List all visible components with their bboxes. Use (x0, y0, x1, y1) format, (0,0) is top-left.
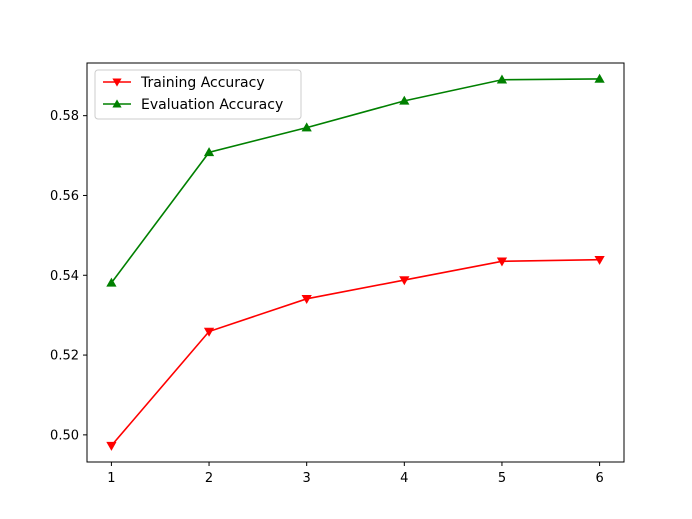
data-point-evaluation-accuracy (301, 122, 312, 132)
data-point-evaluation-accuracy (106, 277, 117, 287)
legend-marker-evaluation-accuracy (112, 99, 122, 108)
plot-frame (86, 62, 625, 463)
x-tick-label: 3 (303, 471, 311, 486)
x-tick-label: 2 (205, 471, 213, 486)
x-tick-label: 6 (595, 471, 603, 486)
x-tick-label: 1 (107, 471, 115, 486)
x-tick-label: 5 (498, 471, 506, 486)
y-tick-label: 0.56 (50, 189, 79, 204)
legend: Training Accuracy Evaluation Accuracy (94, 69, 302, 120)
data-point-training-accuracy (496, 257, 508, 267)
series-line-evaluation-accuracy (110, 78, 600, 284)
axes-layer: 1 2 3 4 5 6 0.50 0.52 0.54 0.56 0.58 (50, 109, 604, 486)
data-point-training-accuracy (106, 441, 117, 451)
legend-box (94, 69, 302, 120)
data-point-training-accuracy (203, 327, 215, 337)
legend-label-evaluation-accuracy: Evaluation Accuracy (141, 97, 283, 113)
y-tick-label: 0.50 (50, 428, 79, 443)
y-tick-label: 0.54 (50, 269, 79, 284)
y-tick-label: 0.58 (50, 109, 79, 124)
data-point-evaluation-accuracy (399, 95, 410, 105)
y-tick-label: 0.52 (50, 349, 79, 364)
plot-area (87, 63, 624, 462)
data-point-evaluation-accuracy (203, 147, 215, 157)
legend-label-training-accuracy: Training Accuracy (140, 75, 265, 91)
x-tick-label: 4 (400, 471, 408, 486)
data-point-evaluation-accuracy (594, 73, 605, 83)
data-point-evaluation-accuracy (496, 74, 508, 84)
legend-marker-training-accuracy (112, 78, 122, 87)
data-point-training-accuracy (594, 255, 605, 265)
data-point-training-accuracy (399, 276, 410, 286)
data-point-training-accuracy (301, 295, 312, 305)
series-layer (106, 73, 605, 451)
series-line-training-accuracy (110, 258, 600, 447)
